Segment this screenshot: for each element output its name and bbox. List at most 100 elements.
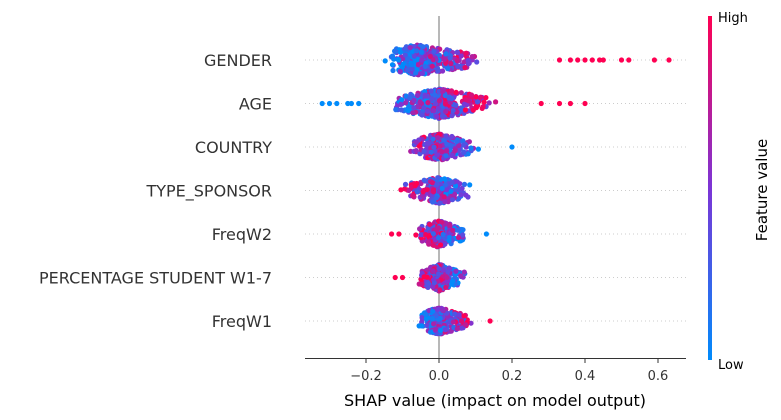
shap-point (444, 141, 450, 147)
shap-point (442, 92, 448, 99)
shap-outlier-point (589, 57, 595, 63)
shap-point (475, 146, 481, 152)
shap-outlier-point (487, 318, 493, 324)
shap-point (449, 133, 455, 140)
shap-point (429, 96, 435, 102)
shap-point (449, 197, 456, 203)
shap-point (398, 107, 404, 113)
shap-outlier-point (334, 100, 340, 107)
shap-point (421, 148, 427, 154)
shap-point (430, 308, 436, 314)
shap-point (439, 185, 445, 191)
shap-point (414, 189, 420, 195)
shap-point (436, 98, 442, 104)
colorbar-high-label: High (718, 11, 748, 26)
shap-point (444, 274, 450, 280)
shap-point (440, 68, 446, 74)
shap-point (450, 278, 456, 284)
shap-point (474, 99, 481, 105)
shap-point (462, 322, 469, 328)
feature-labels: GENDER AGE COUNTRY TYPE_SPONSOR FreqW2 PERCEN… (39, 51, 272, 331)
shap-point (418, 323, 425, 329)
shap-point (426, 280, 432, 287)
shap-point (431, 144, 437, 150)
feature-label: AGE (239, 95, 272, 114)
shap-point (425, 225, 431, 231)
shap-point (435, 175, 441, 181)
shap-point (422, 92, 428, 98)
shap-point (438, 219, 445, 225)
shap-point (404, 67, 410, 73)
shap-point (454, 187, 460, 193)
shap-outlier-point (389, 231, 395, 237)
shap-point (458, 273, 464, 279)
shap-point (448, 88, 455, 94)
shap-point (432, 92, 438, 98)
shap-point (452, 148, 458, 154)
shap-point (460, 232, 466, 238)
shap-point (439, 307, 446, 313)
shap-point (442, 199, 448, 205)
shap-point (440, 89, 446, 95)
feature-label: FreqW2 (212, 225, 272, 244)
shap-outlier-point (626, 57, 632, 63)
shap-point (438, 242, 444, 248)
shap-point (400, 61, 406, 67)
row-guides (305, 59, 686, 322)
shap-point (443, 133, 449, 139)
shap-point (455, 234, 462, 241)
shap-point (442, 327, 448, 333)
shap-point (434, 181, 440, 187)
shap-point (453, 183, 459, 189)
shap-point (433, 313, 439, 319)
shap-point (433, 195, 440, 201)
x-tick-label: −0.2 (350, 369, 382, 384)
shap-point (446, 237, 452, 244)
shap-point (425, 284, 431, 290)
shap-point (454, 138, 460, 144)
colorbar: High Low Feature value (708, 11, 771, 373)
shap-point (454, 58, 460, 64)
shap-point (435, 135, 441, 141)
shap-point (431, 280, 437, 286)
shap-point (389, 62, 396, 68)
shap-point (425, 239, 431, 245)
shap-point (462, 107, 468, 113)
shap-point (430, 231, 436, 237)
shap-point (414, 92, 420, 99)
x-axis-ticks: −0.2 0.0 0.2 0.4 0.6 (350, 358, 668, 384)
shap-point (389, 53, 396, 59)
shap-point (439, 149, 445, 155)
shap-point (461, 149, 467, 156)
shap-point (396, 57, 402, 63)
shap-point (402, 181, 409, 187)
shap-point (430, 284, 436, 290)
shap-point (411, 53, 417, 59)
shap-point (405, 108, 411, 114)
shap-point (399, 97, 405, 103)
shap-point (431, 321, 437, 327)
shap-point (411, 97, 417, 103)
shap-point (411, 105, 417, 111)
shap-point (419, 70, 425, 76)
shap-point (447, 223, 453, 229)
colorbar-title: Feature value (753, 139, 771, 241)
shap-point (469, 54, 475, 60)
shap-point (455, 227, 461, 233)
colorbar-low-label: Low (718, 358, 744, 373)
shap-point (413, 70, 419, 76)
shap-point (419, 281, 425, 287)
shap-point (423, 232, 429, 238)
shap-point (393, 49, 399, 55)
shap-point (421, 105, 427, 111)
shap-point (417, 99, 423, 105)
shap-point (468, 145, 474, 151)
shap-point (422, 311, 428, 317)
shap-point (446, 95, 452, 101)
shap-point (382, 58, 388, 64)
shap-outlier-point (600, 57, 606, 63)
shap-outlier-point (348, 100, 354, 107)
shap-point (444, 148, 450, 154)
shap-point (478, 94, 484, 100)
